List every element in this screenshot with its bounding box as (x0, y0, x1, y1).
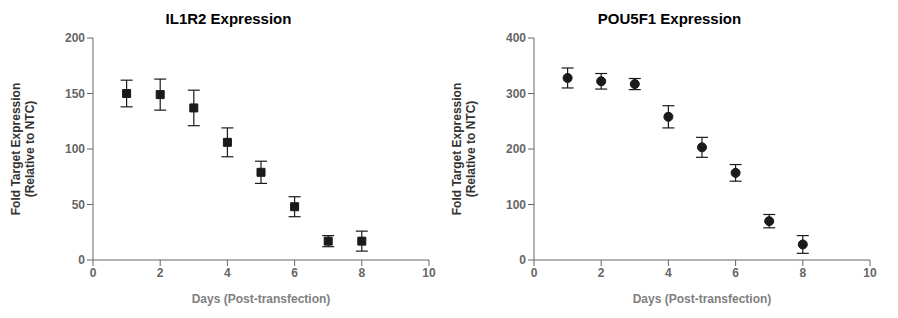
svg-text:100: 100 (65, 142, 85, 156)
svg-text:150: 150 (65, 87, 85, 101)
svg-text:2: 2 (157, 266, 164, 280)
svg-text:8: 8 (799, 266, 806, 280)
svg-text:4: 4 (665, 266, 672, 280)
svg-text:Fold Target Expression(Relativ: Fold Target Expression(Relative to NTC) (9, 83, 37, 215)
svg-text:50: 50 (72, 198, 86, 212)
svg-text:10: 10 (863, 266, 877, 280)
svg-text:4: 4 (224, 266, 231, 280)
svg-text:6: 6 (732, 266, 739, 280)
svg-text:0: 0 (78, 253, 85, 267)
svg-text:400: 400 (506, 31, 526, 45)
svg-text:200: 200 (506, 142, 526, 156)
svg-text:8: 8 (358, 266, 365, 280)
svg-text:0: 0 (531, 266, 538, 280)
svg-text:6: 6 (291, 266, 298, 280)
svg-text:0: 0 (90, 266, 97, 280)
svg-text:200: 200 (65, 31, 85, 45)
svg-text:0: 0 (519, 253, 526, 267)
svg-text:300: 300 (506, 87, 526, 101)
svg-text:Days (Post-transfection): Days (Post-transfection) (192, 292, 331, 306)
svg-text:Days (Post-transfection): Days (Post-transfection) (633, 292, 772, 306)
svg-text:Fold Target Expression(Relativ: Fold Target Expression(Relative to NTC) (450, 83, 478, 215)
svg-text:2: 2 (598, 266, 605, 280)
svg-text:100: 100 (506, 198, 526, 212)
svg-text:10: 10 (422, 266, 436, 280)
html-text:IL1R2 Expression: IL1R2 Expression (165, 10, 292, 27)
html-text:POU5F1 Expression: POU5F1 Expression (597, 10, 742, 27)
